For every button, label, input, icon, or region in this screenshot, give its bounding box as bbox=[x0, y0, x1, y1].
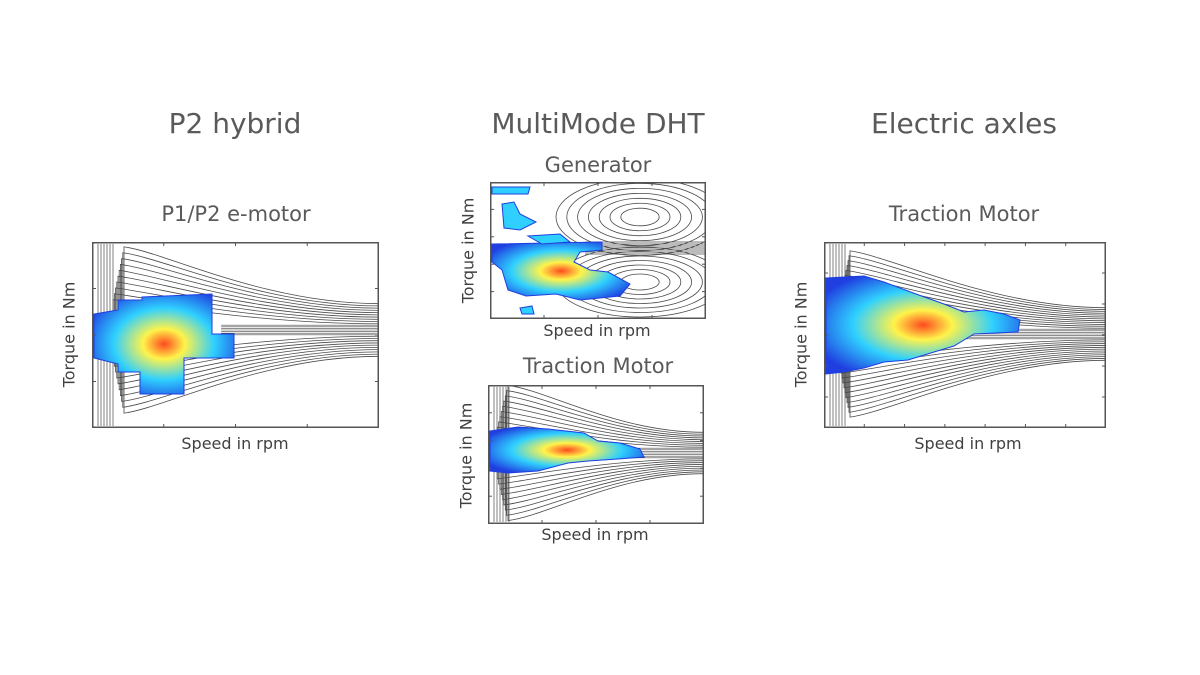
contour-line bbox=[577, 187, 703, 247]
chart-p1p2-emotor bbox=[92, 242, 379, 428]
heatmap-region bbox=[491, 186, 531, 195]
heatmap-plot bbox=[488, 385, 704, 524]
group-title-p2-hybrid: P2 hybrid bbox=[168, 107, 302, 140]
contour-line bbox=[620, 207, 660, 227]
chart-title-generator: Generator bbox=[544, 153, 652, 177]
x-axis-label: Speed in rpm bbox=[541, 525, 649, 544]
heatmap-region bbox=[526, 233, 572, 245]
heatmap-region bbox=[489, 426, 645, 474]
heatmap-plot bbox=[824, 242, 1106, 428]
y-axis-label: Torque in Nm bbox=[59, 281, 79, 388]
heatmap-region bbox=[93, 293, 235, 395]
y-axis-label: Torque in Nm bbox=[456, 402, 476, 509]
chart-dht-traction-motor bbox=[488, 385, 704, 524]
x-axis-label: Speed in rpm bbox=[543, 321, 651, 340]
heatmap-plot bbox=[92, 242, 379, 428]
contour-line bbox=[609, 202, 671, 232]
chart-generator bbox=[490, 182, 706, 319]
chart-title-p1p2-emotor: P1/P2 e-motor bbox=[161, 202, 311, 226]
chart-title-axle-traction-motor: Traction Motor bbox=[888, 202, 1040, 226]
x-axis-label: Speed in rpm bbox=[181, 434, 289, 453]
heatmap-region bbox=[501, 201, 538, 231]
chart-axle-traction-motor bbox=[824, 242, 1106, 428]
chart-title-dht-traction-motor: Traction Motor bbox=[522, 354, 674, 378]
heatmap-plot bbox=[490, 182, 706, 319]
contour-line bbox=[598, 197, 682, 237]
group-title-electric-axles: Electric axles bbox=[871, 107, 1057, 140]
contour-line bbox=[588, 192, 692, 242]
contour-line bbox=[555, 182, 706, 256]
x-axis-label: Speed in rpm bbox=[914, 434, 1022, 453]
heatmap-region bbox=[519, 305, 535, 315]
heatmap-region bbox=[491, 241, 631, 301]
heatmap-region bbox=[825, 275, 1021, 375]
y-axis-label: Torque in Nm bbox=[458, 197, 478, 304]
group-title-multimode-dht: MultiMode DHT bbox=[491, 107, 705, 140]
y-axis-label: Torque in Nm bbox=[791, 281, 811, 388]
